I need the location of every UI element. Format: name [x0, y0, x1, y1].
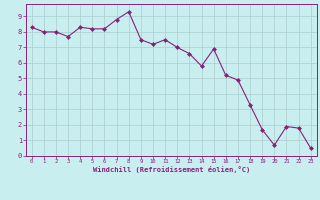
X-axis label: Windchill (Refroidissement éolien,°C): Windchill (Refroidissement éolien,°C): [92, 166, 250, 173]
